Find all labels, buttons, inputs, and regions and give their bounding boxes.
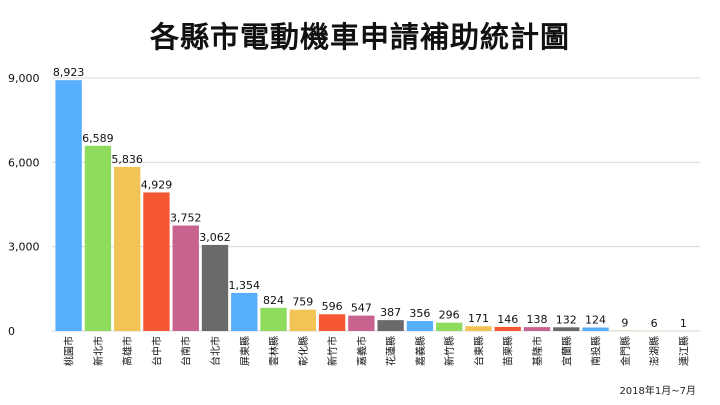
- y-tick-label: 9,000: [8, 72, 40, 85]
- bar-value-label: 132: [556, 313, 577, 326]
- bar-value-label: 4,929: [141, 178, 173, 191]
- bar-value-label: 1: [680, 317, 687, 330]
- bar: [494, 326, 521, 331]
- bar: [465, 326, 492, 331]
- bar: [436, 322, 463, 331]
- chart-title: 各縣市電動機車申請補助統計圖: [149, 20, 570, 54]
- date-range-note: 2018年1月~7月: [619, 386, 696, 397]
- bar: [318, 314, 346, 331]
- bar-value-label: 3,752: [170, 212, 202, 225]
- x-category-label: 台東縣: [472, 336, 485, 366]
- x-category-label: 新竹市: [326, 336, 339, 366]
- bar-value-label: 8,923: [53, 66, 85, 79]
- x-category-label: 基隆市: [531, 336, 544, 366]
- bar: [172, 225, 199, 331]
- bar-value-label: 824: [263, 294, 284, 307]
- bar: [231, 292, 258, 331]
- x-category-label: 台南市: [180, 336, 193, 366]
- bar: [114, 166, 141, 331]
- x-category-label: 彰化縣: [297, 336, 310, 366]
- bar-value-label: 9: [621, 317, 628, 330]
- x-category-label: 南投縣: [590, 336, 603, 366]
- bar-value-label: 6: [651, 317, 658, 330]
- x-category-label: 高雄市: [121, 336, 134, 366]
- bar: [406, 320, 434, 331]
- x-category-label: 新竹縣: [443, 336, 456, 366]
- bar-value-label: 138: [527, 313, 548, 326]
- bar-value-label: 146: [497, 313, 518, 326]
- bar: [84, 145, 112, 331]
- x-category-label: 澎湖縣: [649, 336, 661, 366]
- bar-value-label: 3,062: [199, 231, 231, 244]
- x-category-label: 屏東縣: [238, 336, 251, 366]
- bar-value-label: 387: [380, 306, 401, 319]
- x-category-label: 雲林縣: [268, 336, 281, 366]
- bar-value-label: 356: [409, 307, 430, 320]
- x-category-label: 金門縣: [619, 336, 632, 366]
- x-category-label: 新北市: [92, 336, 105, 366]
- bar: [55, 80, 82, 332]
- y-tick-label: 0: [8, 325, 15, 338]
- bar: [201, 244, 229, 331]
- bar: [553, 327, 580, 331]
- bar-value-label: 296: [439, 309, 460, 322]
- x-category-label: 嘉義市: [355, 336, 368, 366]
- bar-value-label: 596: [322, 300, 343, 313]
- bar-value-label: 171: [468, 312, 489, 325]
- bar-value-label: 759: [292, 296, 313, 309]
- x-category-label: 連江縣: [677, 336, 690, 366]
- bar-value-label: 5,836: [111, 153, 143, 166]
- x-category-label: 台北市: [209, 336, 222, 366]
- bar: [260, 307, 287, 331]
- bar: [143, 192, 170, 331]
- x-category-label: 桃園市: [63, 336, 76, 366]
- bar: [289, 309, 316, 331]
- bar: [377, 320, 404, 331]
- bar: [348, 315, 375, 331]
- bar-value-label: 547: [351, 302, 372, 315]
- x-category-label: 花蓮縣: [385, 336, 398, 366]
- bar: [582, 327, 609, 331]
- y-tick-label: 6,000: [8, 156, 40, 169]
- x-category-label: 嘉義縣: [414, 336, 427, 366]
- bar-value-label: 124: [585, 314, 606, 327]
- y-tick-label: 3,000: [8, 241, 40, 254]
- x-category-label: 台中市: [150, 336, 163, 366]
- bar: [523, 327, 551, 331]
- bar-value-label: 6,589: [82, 132, 114, 145]
- x-category-label: 苗栗縣: [503, 336, 515, 366]
- bar-value-label: 1,354: [229, 279, 261, 292]
- x-category-label: 宜蘭縣: [560, 336, 573, 366]
